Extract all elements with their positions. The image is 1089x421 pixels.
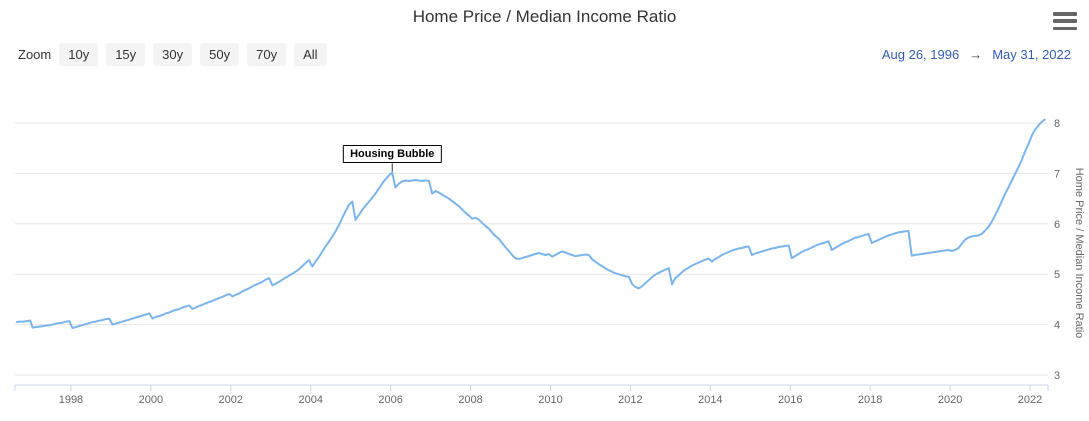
date-range: Aug 26, 1996 → May 31, 2022 <box>882 47 1071 62</box>
y-axis-tick-label: 8 <box>1054 118 1060 130</box>
x-axis-tick-label: 2008 <box>458 394 482 406</box>
x-axis-tick-label: 2012 <box>618 394 642 406</box>
zoom-button-70y[interactable]: 70y <box>247 43 287 66</box>
chart-plot-area[interactable] <box>15 103 1048 385</box>
zoom-buttons: 10y 15y 30y 50y 70y All <box>59 43 327 66</box>
toolbar: Zoom 10y 15y 30y 50y 70y All Aug 26, 1996 → M… <box>18 43 1071 66</box>
x-axis-tick-label: 2002 <box>219 394 243 406</box>
ratio-line-series <box>16 118 1046 330</box>
y-axis-tick-label: 7 <box>1054 168 1060 180</box>
zoom-button-50y[interactable]: 50y <box>200 43 240 66</box>
x-axis-tick-label: 2018 <box>858 394 882 406</box>
x-axis-tick-label: 2020 <box>938 394 962 406</box>
x-axis-tick-label: 1998 <box>59 394 83 406</box>
range-arrow-icon: → <box>969 47 983 62</box>
zoom-button-all[interactable]: All <box>294 43 327 66</box>
x-axis-tick-label: 2006 <box>378 394 402 406</box>
range-to-input[interactable]: May 31, 2022 <box>992 47 1071 62</box>
hamburger-menu-icon[interactable] <box>1053 12 1077 30</box>
zoom-button-10y[interactable]: 10y <box>59 43 99 66</box>
x-axis-tick-label: 2014 <box>698 394 722 406</box>
y-axis-tick-label: 6 <box>1054 219 1060 231</box>
hamburger-bar <box>1053 12 1077 16</box>
zoom-button-15y[interactable]: 15y <box>106 43 146 66</box>
annotation-housing-bubble: Housing Bubble <box>343 145 442 164</box>
x-axis-tick-label: 2004 <box>298 394 322 406</box>
hamburger-bar <box>1053 26 1077 30</box>
range-from-input[interactable]: Aug 26, 1996 <box>881 47 960 62</box>
x-axis-tick-label: 2022 <box>1018 394 1042 406</box>
y-axis-title: Home Price / Median Income Ratio <box>1073 168 1085 339</box>
page-title: Home Price / Median Income Ratio <box>412 7 677 26</box>
x-axis-tick-label: 2000 <box>139 394 163 406</box>
y-axis-tick-label: 3 <box>1054 370 1060 382</box>
x-axis-tick-label: 2010 <box>538 394 562 406</box>
y-axis-tick-label: 5 <box>1054 269 1060 281</box>
x-axis-tick-label: 2016 <box>778 394 802 406</box>
y-axis-tick-label: 4 <box>1054 320 1060 332</box>
zoom-button-30y[interactable]: 30y <box>153 43 193 66</box>
zoom-label: Zoom <box>18 47 52 62</box>
hamburger-bar <box>1053 19 1077 23</box>
